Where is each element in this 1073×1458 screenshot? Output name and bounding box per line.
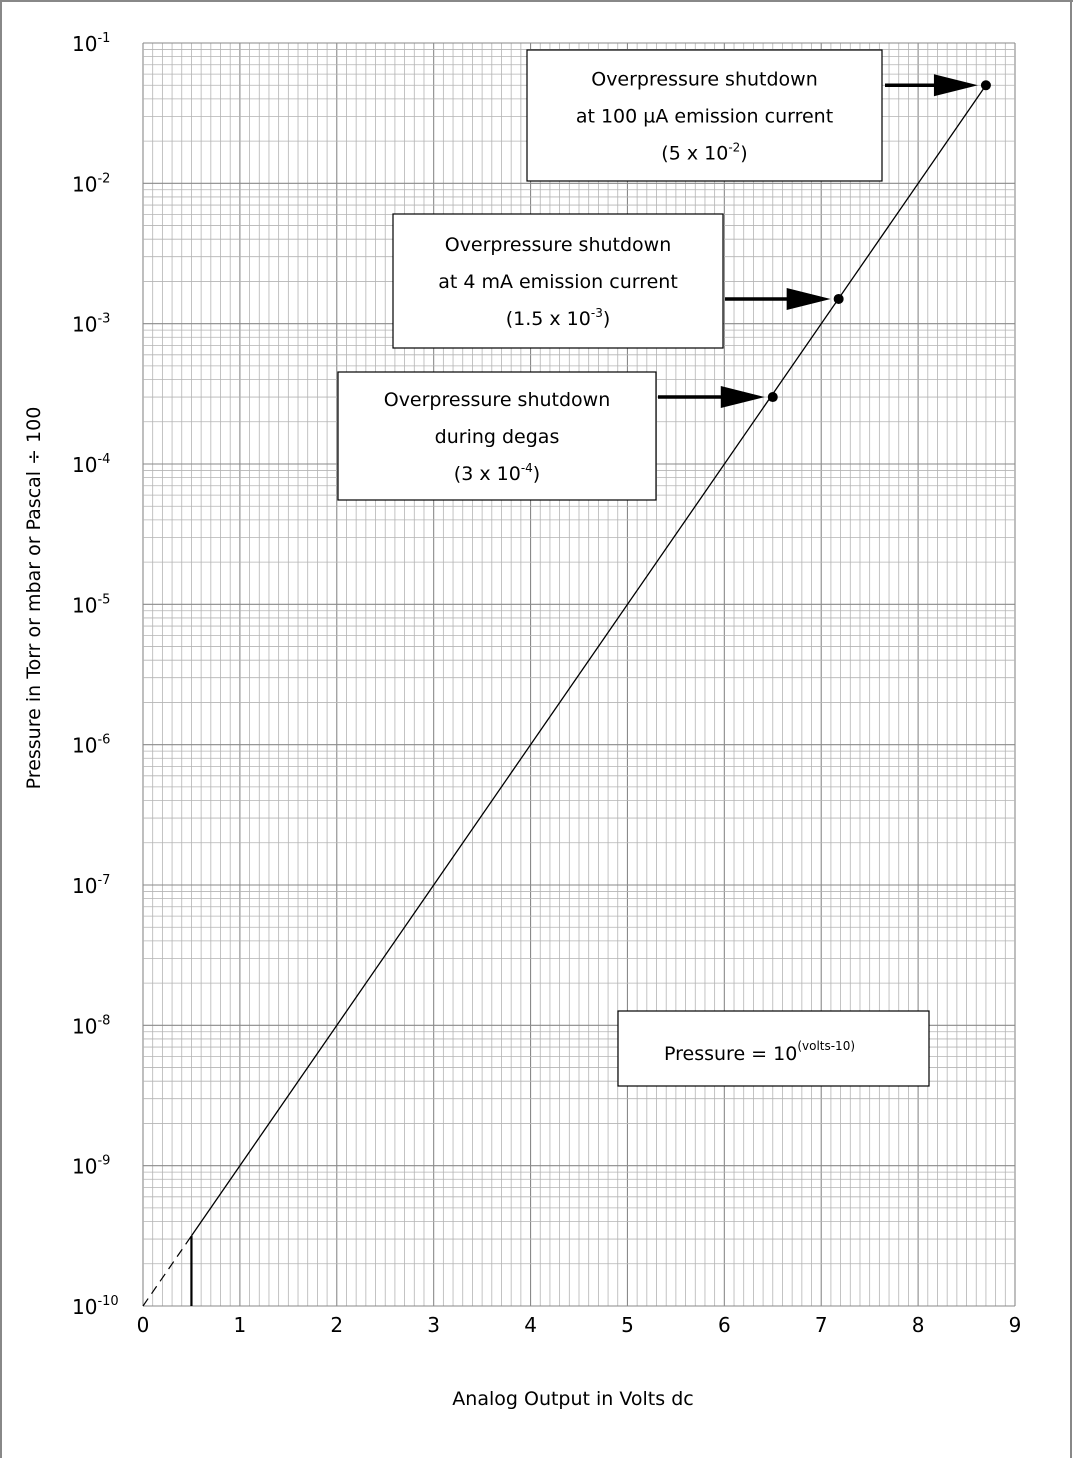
frame-left-border (0, 0, 2, 1458)
series-line (190, 84, 987, 1237)
y-tick-label: 10-6 (72, 733, 110, 758)
y-tick-label: 10-7 (72, 873, 110, 898)
x-tick-label: 6 (718, 1313, 731, 1337)
annotation-line: during degas (435, 426, 560, 448)
frame-top-border (0, 0, 1073, 2)
annotation-value: (5 x 10-2) (661, 141, 747, 165)
y-tick-exponent: -2 (97, 171, 110, 186)
data-point (980, 80, 991, 91)
y-tick-base: 10 (72, 1155, 97, 1179)
y-axis-title: Pressure in Torr or mbar or Pascal ÷ 100 (23, 407, 45, 790)
x-tick-label: 7 (815, 1313, 828, 1337)
annotation-box: Overpressure shutdown during degas (3 x 10… (337, 371, 765, 501)
formula-prefix: Pressure = 10 (664, 1043, 797, 1065)
formula-exponent: (volts-10) (797, 1039, 855, 1053)
y-tick-label: 10-1 (72, 31, 110, 56)
annotation-arrow-head (786, 287, 831, 310)
annotation-line: Overpressure shutdown (591, 69, 818, 91)
y-tick-exponent: -10 (97, 1294, 118, 1309)
annotation-line: at 4 mA emission current (438, 271, 678, 293)
y-tick-label: 10-10 (72, 1294, 119, 1319)
annotation-value: (3 x 10-4) (454, 461, 540, 485)
y-tick-exponent: -3 (97, 312, 110, 327)
y-tick-base: 10 (72, 172, 97, 196)
annotation-line: Overpressure shutdown (445, 234, 672, 256)
annotation-arrow-head (720, 386, 765, 409)
annotation-frame (526, 49, 883, 182)
y-tick-exponent: -8 (97, 1013, 110, 1028)
annotation-value-suffix: ) (533, 463, 540, 485)
y-tick-base: 10 (72, 453, 97, 477)
y-tick-exponent: -6 (97, 733, 110, 748)
y-tick-exponent: -4 (97, 452, 110, 467)
formula-box: Pressure = 10(volts-10) (617, 1010, 930, 1087)
frame-right-border (1070, 0, 1072, 1458)
x-tick-label: 8 (912, 1313, 925, 1337)
y-tick-label: 10-9 (72, 1154, 110, 1179)
y-tick-exponent: -5 (97, 592, 110, 607)
y-tick-label: 10-8 (72, 1013, 110, 1038)
data-point (767, 392, 778, 403)
annotation-value-prefix: (3 x 10 (454, 463, 521, 485)
x-tick-label: 3 (427, 1313, 440, 1337)
annotation-value-suffix: ) (740, 143, 747, 165)
x-tick-label: 1 (234, 1313, 247, 1337)
x-tick-label: 2 (330, 1313, 343, 1337)
data-point (833, 293, 844, 304)
y-tick-exponent: -9 (97, 1154, 110, 1169)
annotation-value-exponent: -2 (728, 141, 740, 155)
y-tick-exponent: -7 (97, 873, 110, 888)
y-tick-label: 10-3 (72, 312, 110, 337)
x-axis-title: Analog Output in Volts dc (452, 1388, 693, 1410)
annotation-arrow-head (933, 74, 978, 97)
annotation-frame (337, 371, 657, 501)
y-tick-label: 10-2 (72, 171, 110, 196)
x-tick-label: 5 (621, 1313, 634, 1337)
annotation-value-prefix: (1.5 x 10 (506, 308, 591, 330)
annotation-box: Overpressure shutdown at 100 µA emission … (526, 49, 978, 182)
y-tick-base: 10 (72, 874, 97, 898)
annotation-line: Overpressure shutdown (384, 389, 611, 411)
annotation-value: (1.5 x 10-3) (506, 306, 611, 330)
y-tick-label: 10-4 (72, 452, 110, 477)
formula-label: Pressure = 10(volts-10) (664, 1039, 855, 1065)
y-tick-base: 10 (72, 1014, 97, 1038)
x-tick-label: 0 (137, 1313, 150, 1337)
series-layer (142, 80, 991, 1307)
y-tick-exponent: -1 (97, 31, 110, 46)
y-tick-base: 10 (72, 32, 97, 56)
x-tick-label: 4 (524, 1313, 537, 1337)
annotation-value-exponent: -4 (521, 461, 533, 475)
y-tick-base: 10 (72, 313, 97, 337)
annotation-box: Overpressure shutdown at 4 mA emission cu… (392, 213, 831, 349)
annotation-layer: Overpressure shutdown at 100 µA emission … (337, 49, 978, 1087)
annotation-value-exponent: -3 (591, 306, 603, 320)
y-tick-base: 10 (72, 593, 97, 617)
y-tick-base: 10 (72, 1295, 97, 1319)
x-tick-label: 9 (1009, 1313, 1022, 1337)
y-tick-base: 10 (72, 734, 97, 758)
axis-tick-labels: 0 1 2 3 4 5 6 7 8 910-1010-910-810-710-610-510-41… (72, 31, 1021, 1337)
annotation-value-prefix: (5 x 10 (661, 143, 728, 165)
y-tick-label: 10-5 (72, 592, 110, 617)
annotation-value-suffix: ) (603, 308, 610, 330)
annotation-frame (392, 213, 724, 349)
formula-frame (617, 1010, 930, 1087)
annotation-line: at 100 µA emission current (576, 106, 833, 128)
